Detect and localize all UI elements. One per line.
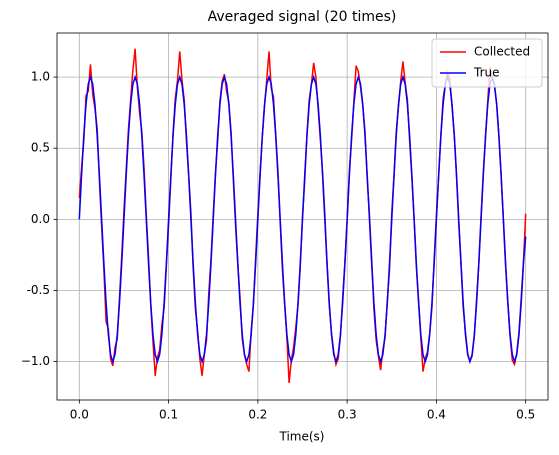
plot-frame [56,32,549,401]
x-tick-label: 0.5 [516,408,535,422]
chart-title: Averaged signal (20 times) [208,9,397,25]
legend: Collected True [431,38,543,88]
legend-box [431,38,543,88]
x-tick-label: 0.4 [427,408,446,422]
y-tick-label: −1.0 [21,354,50,368]
y-tick-label: 0.0 [31,212,50,226]
x-tick-label: 0.1 [159,408,178,422]
series-line [78,74,527,365]
legend-label: Collected [474,45,530,59]
y-tick-label: -0.5 [27,283,50,297]
x-tick-label: 0.3 [338,408,357,422]
y-tick-label: 0.5 [31,141,50,155]
legend-label: True [473,66,500,80]
x-axis-label: Time(s) [279,430,325,444]
x-tick-label: 0.0 [70,408,89,422]
x-tick-label: 0.2 [248,408,267,422]
y-tick-label: 1.0 [31,70,50,84]
